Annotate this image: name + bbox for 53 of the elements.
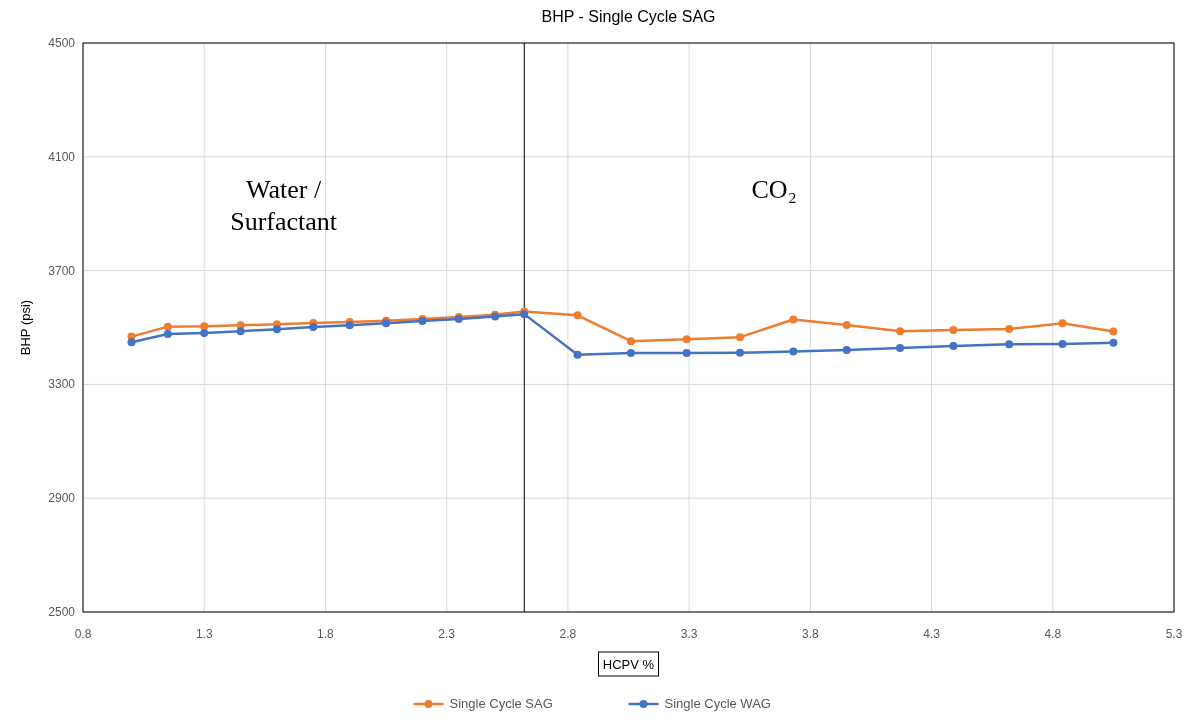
point [896, 343, 905, 352]
point [842, 345, 851, 354]
point [682, 349, 691, 358]
x-tick-label: 0.8 [74, 627, 92, 641]
point [1005, 340, 1014, 349]
x-tick-label: 2.8 [559, 627, 577, 641]
annotation: Water / Surfactant [230, 175, 338, 236]
point [1005, 324, 1014, 333]
y-axis-title: BHP (psi) [18, 299, 33, 356]
point [949, 326, 958, 335]
y-tick-label: 3700 [48, 263, 76, 278]
x-tick-label: 4.8 [1044, 627, 1062, 641]
point [573, 350, 582, 359]
x-tick-label: 1.3 [195, 627, 213, 641]
point [272, 325, 281, 334]
point [896, 327, 905, 336]
point [626, 349, 635, 358]
x-tick-label: 4.3 [923, 627, 941, 641]
point [200, 322, 209, 331]
point [309, 322, 318, 331]
x-tick-label: 2.3 [438, 627, 456, 641]
point [736, 348, 745, 357]
legend-label: Single Cycle WAG [664, 696, 771, 711]
point [163, 330, 172, 339]
y-tick-label: 4500 [48, 36, 76, 50]
y-tick-label: 2500 [48, 605, 76, 619]
annotation: CO₂ [751, 175, 797, 204]
y-tick-label: 4100 [48, 149, 76, 164]
point [1109, 338, 1118, 347]
x-tick-label: 3.8 [801, 627, 819, 641]
chart-title: BHP - Single Cycle SAG [541, 8, 716, 25]
x-tick-label: 1.8 [317, 627, 335, 641]
point [682, 335, 691, 344]
point [842, 320, 851, 329]
y-tick-label: 2900 [48, 491, 76, 506]
point [127, 338, 136, 347]
x-axis-title: HCPV % [602, 657, 655, 672]
point [949, 341, 958, 350]
point [789, 315, 798, 324]
point [1109, 327, 1118, 336]
x-tick-label: 5.3 [1165, 627, 1183, 641]
point [163, 322, 172, 331]
point [736, 333, 745, 342]
legend-label: Single Cycle SAG [449, 696, 553, 711]
point [626, 337, 635, 346]
y-tick-label: 3300 [48, 377, 76, 392]
point [1058, 340, 1067, 348]
point [573, 311, 582, 320]
point [200, 328, 209, 337]
x-tick-label: 3.3 [680, 627, 698, 641]
point [1058, 319, 1067, 328]
point [789, 347, 798, 356]
point [236, 327, 245, 336]
